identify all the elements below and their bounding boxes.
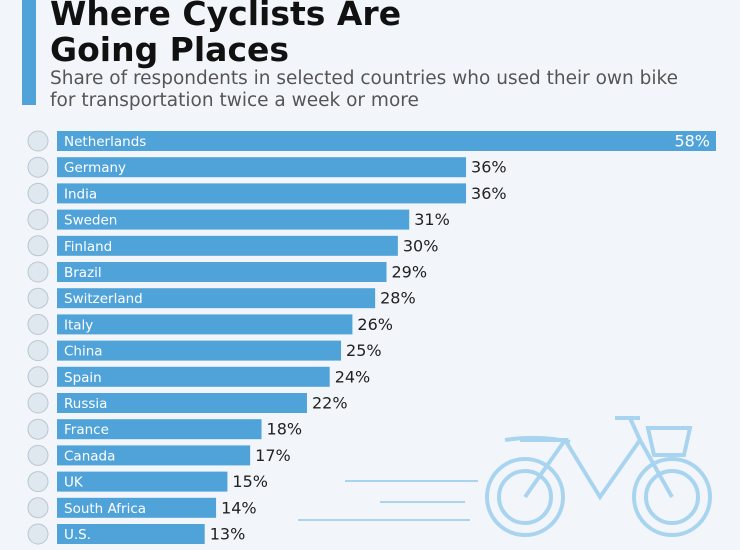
bike-illustration (298, 416, 712, 537)
category-label: Russia (64, 396, 107, 412)
chart-subtitle: Share of respondents in selected countri… (50, 68, 678, 111)
flag-icon (27, 235, 49, 257)
value-label: 22% (312, 394, 348, 413)
bar (57, 497, 217, 518)
flag-icon (27, 471, 49, 493)
bar (57, 131, 716, 151)
category-label: Finland (64, 239, 112, 255)
flag-icon (27, 340, 49, 362)
bar (57, 262, 387, 282)
value-label: 29% (392, 263, 428, 282)
bar (57, 157, 467, 178)
flag-icon (27, 182, 49, 204)
category-label: Germany (64, 160, 126, 176)
bar (57, 419, 262, 440)
value-label: 36% (471, 158, 507, 177)
bar (57, 340, 342, 361)
category-label: France (64, 422, 109, 438)
category-label: Spain (64, 370, 102, 386)
value-label: 14% (221, 498, 257, 517)
value-label: 15% (232, 472, 268, 491)
value-label: 31% (414, 210, 450, 229)
bar (57, 183, 467, 204)
category-label: Switzerland (64, 291, 143, 307)
category-label: U.S. (64, 527, 91, 543)
category-label: South Africa (64, 501, 146, 517)
value-label: 30% (403, 236, 439, 255)
chart-title: Where Cyclists Are Going Places (50, 0, 402, 69)
flag-icon (27, 392, 49, 414)
value-label: 13% (210, 525, 246, 544)
bar (57, 209, 410, 230)
value-label: 36% (471, 184, 507, 203)
category-label: Sweden (64, 213, 117, 229)
flag-icon (27, 313, 49, 335)
accent-bar (22, 0, 36, 105)
category-label: Brazil (64, 265, 102, 281)
value-label: 26% (357, 315, 393, 334)
flag-icon (27, 418, 49, 440)
bar (57, 314, 353, 335)
category-label: UK (64, 475, 84, 491)
flag-icon (27, 261, 49, 283)
flag-icon (27, 287, 49, 309)
flag-icon (27, 366, 49, 388)
bar (57, 393, 307, 413)
category-label: China (64, 344, 103, 360)
value-label: 25% (346, 341, 382, 360)
value-label: 28% (380, 289, 416, 308)
bar (57, 471, 228, 492)
flag-icon (27, 209, 49, 231)
bar (57, 366, 330, 387)
flag-icon (27, 156, 49, 178)
flag-icon (27, 497, 49, 519)
category-label: Netherlands (64, 134, 146, 150)
flag-icon (27, 523, 49, 545)
value-label: 24% (335, 367, 371, 386)
category-label: India (64, 186, 97, 202)
flag-icon (27, 444, 49, 466)
flag-icon (27, 130, 49, 152)
bar (57, 445, 251, 466)
bar (57, 288, 376, 309)
value-label: 18% (267, 420, 303, 439)
bar (57, 524, 205, 544)
value-label: 17% (255, 446, 291, 465)
value-label: 58% (674, 132, 710, 151)
category-label: Canada (64, 448, 115, 464)
category-label: Italy (64, 317, 93, 333)
bar (57, 235, 398, 256)
